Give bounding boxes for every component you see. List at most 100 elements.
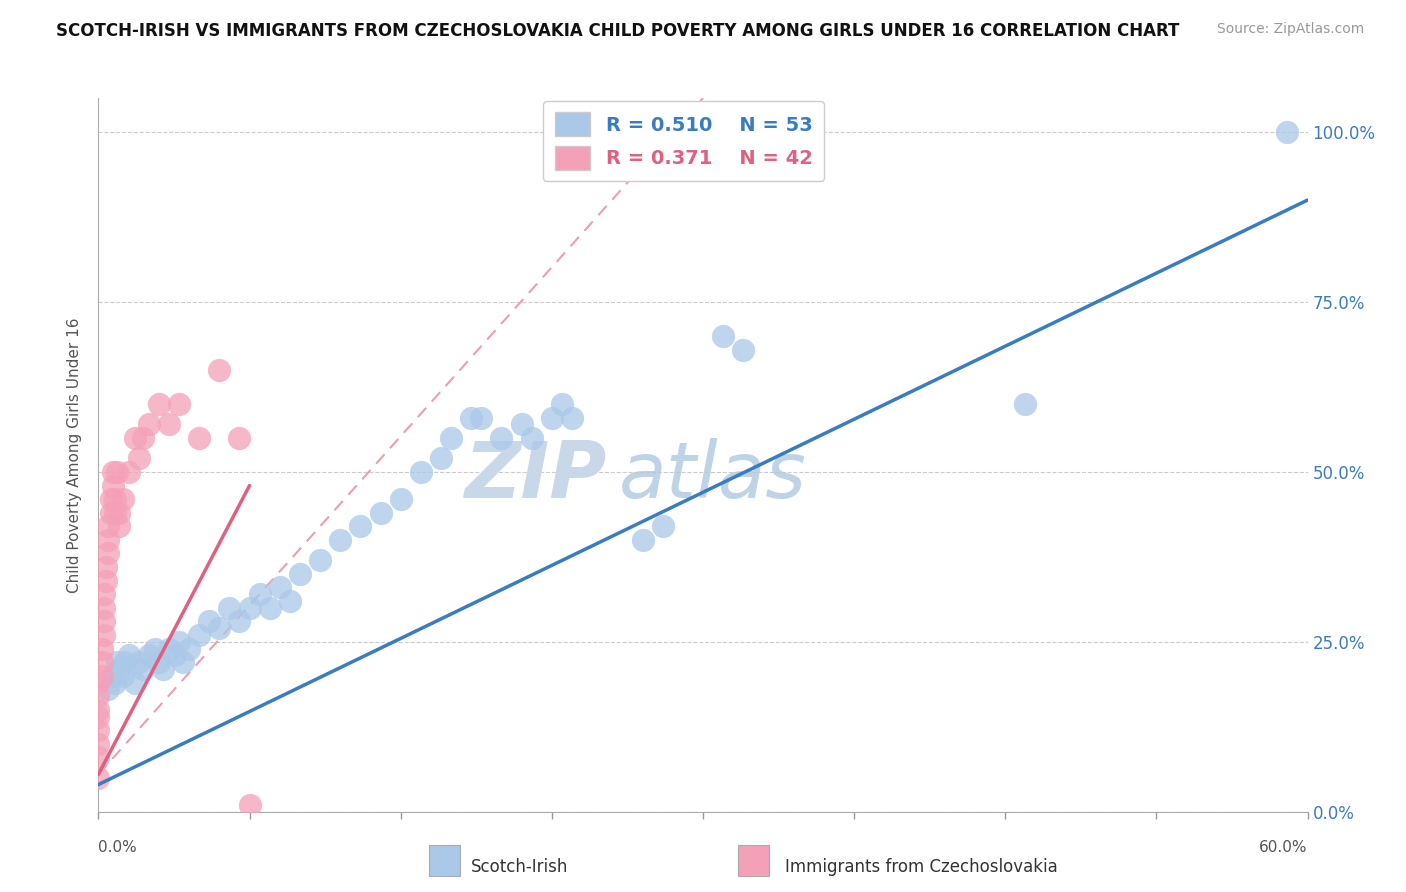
Point — [157, 641, 180, 656]
Point — [349, 519, 371, 533]
Point — [87, 703, 110, 717]
Point — [561, 410, 583, 425]
Text: ZIP: ZIP — [464, 438, 606, 515]
Point — [1014, 397, 1036, 411]
Text: Immigrants from Czechoslovakia: Immigrants from Czechoslovakia — [785, 858, 1057, 876]
Point — [172, 655, 194, 669]
Point — [239, 600, 262, 615]
Point — [87, 750, 110, 764]
Point — [96, 574, 118, 588]
Point — [218, 600, 240, 615]
Point — [111, 492, 134, 507]
Point — [208, 363, 231, 377]
Point — [733, 343, 755, 357]
Point — [97, 682, 120, 697]
Point — [103, 675, 125, 690]
Point — [111, 669, 134, 683]
Point — [87, 723, 110, 738]
Text: 60.0%: 60.0% — [1260, 840, 1308, 855]
Point — [259, 600, 281, 615]
Point — [105, 465, 128, 479]
Point — [138, 417, 160, 432]
Point — [167, 397, 190, 411]
Y-axis label: Child Poverty Among Girls Under 16: Child Poverty Among Girls Under 16 — [67, 318, 83, 592]
Point — [228, 615, 250, 629]
Point — [228, 431, 250, 445]
Point — [107, 662, 129, 676]
Point — [152, 662, 174, 676]
Point — [510, 417, 533, 432]
Point — [440, 431, 463, 445]
Text: SCOTCH-IRISH VS IMMIGRANTS FROM CZECHOSLOVAKIA CHILD POVERTY AMONG GIRLS UNDER 1: SCOTCH-IRISH VS IMMIGRANTS FROM CZECHOSL… — [56, 22, 1180, 40]
Point — [551, 397, 574, 411]
Point — [105, 655, 128, 669]
Point — [124, 431, 146, 445]
Point — [198, 615, 221, 629]
Point — [188, 431, 211, 445]
Point — [631, 533, 654, 547]
Point — [470, 410, 492, 425]
Point — [491, 431, 513, 445]
Point — [128, 451, 150, 466]
Point — [269, 581, 291, 595]
Text: Source: ZipAtlas.com: Source: ZipAtlas.com — [1216, 22, 1364, 37]
Point — [389, 492, 412, 507]
Point — [430, 451, 453, 466]
Point — [1277, 125, 1299, 139]
Point — [249, 587, 271, 601]
Point — [179, 641, 201, 656]
Point — [107, 519, 129, 533]
Point — [91, 641, 114, 656]
Point — [309, 553, 332, 567]
Point — [132, 431, 155, 445]
Legend: R = 0.510    N = 53, R = 0.371    N = 42: R = 0.510 N = 53, R = 0.371 N = 42 — [544, 101, 824, 181]
Point — [138, 648, 160, 663]
Point — [148, 655, 170, 669]
Point — [93, 587, 115, 601]
Point — [96, 560, 118, 574]
Point — [87, 709, 110, 723]
Point — [208, 621, 231, 635]
Point — [91, 669, 114, 683]
Text: Scotch-Irish: Scotch-Irish — [471, 858, 568, 876]
Point — [124, 675, 146, 690]
Point — [278, 594, 301, 608]
Point — [132, 662, 155, 676]
Point — [239, 797, 262, 812]
Point — [93, 628, 115, 642]
Point — [167, 635, 190, 649]
Text: atlas: atlas — [619, 438, 806, 515]
Point — [101, 478, 124, 492]
Point — [97, 546, 120, 560]
Point — [329, 533, 352, 547]
Point — [520, 431, 543, 445]
Point — [101, 669, 124, 683]
Point — [87, 675, 110, 690]
Point — [87, 771, 110, 785]
Point — [541, 410, 564, 425]
Point — [711, 329, 734, 343]
Point — [288, 566, 311, 581]
Text: 0.0%: 0.0% — [98, 840, 138, 855]
Point — [143, 641, 166, 656]
Point — [103, 506, 125, 520]
Point — [97, 533, 120, 547]
Point — [188, 628, 211, 642]
Point — [118, 648, 141, 663]
Point — [91, 655, 114, 669]
Point — [128, 655, 150, 669]
Point — [157, 417, 180, 432]
Point — [107, 506, 129, 520]
Point — [87, 737, 110, 751]
Point — [163, 648, 186, 663]
Point — [87, 689, 110, 703]
Point — [100, 492, 122, 507]
Point — [97, 519, 120, 533]
Point — [148, 397, 170, 411]
Point — [409, 465, 432, 479]
Point — [93, 600, 115, 615]
Point — [114, 655, 136, 669]
Point — [93, 615, 115, 629]
Point — [101, 465, 124, 479]
Point — [460, 410, 482, 425]
